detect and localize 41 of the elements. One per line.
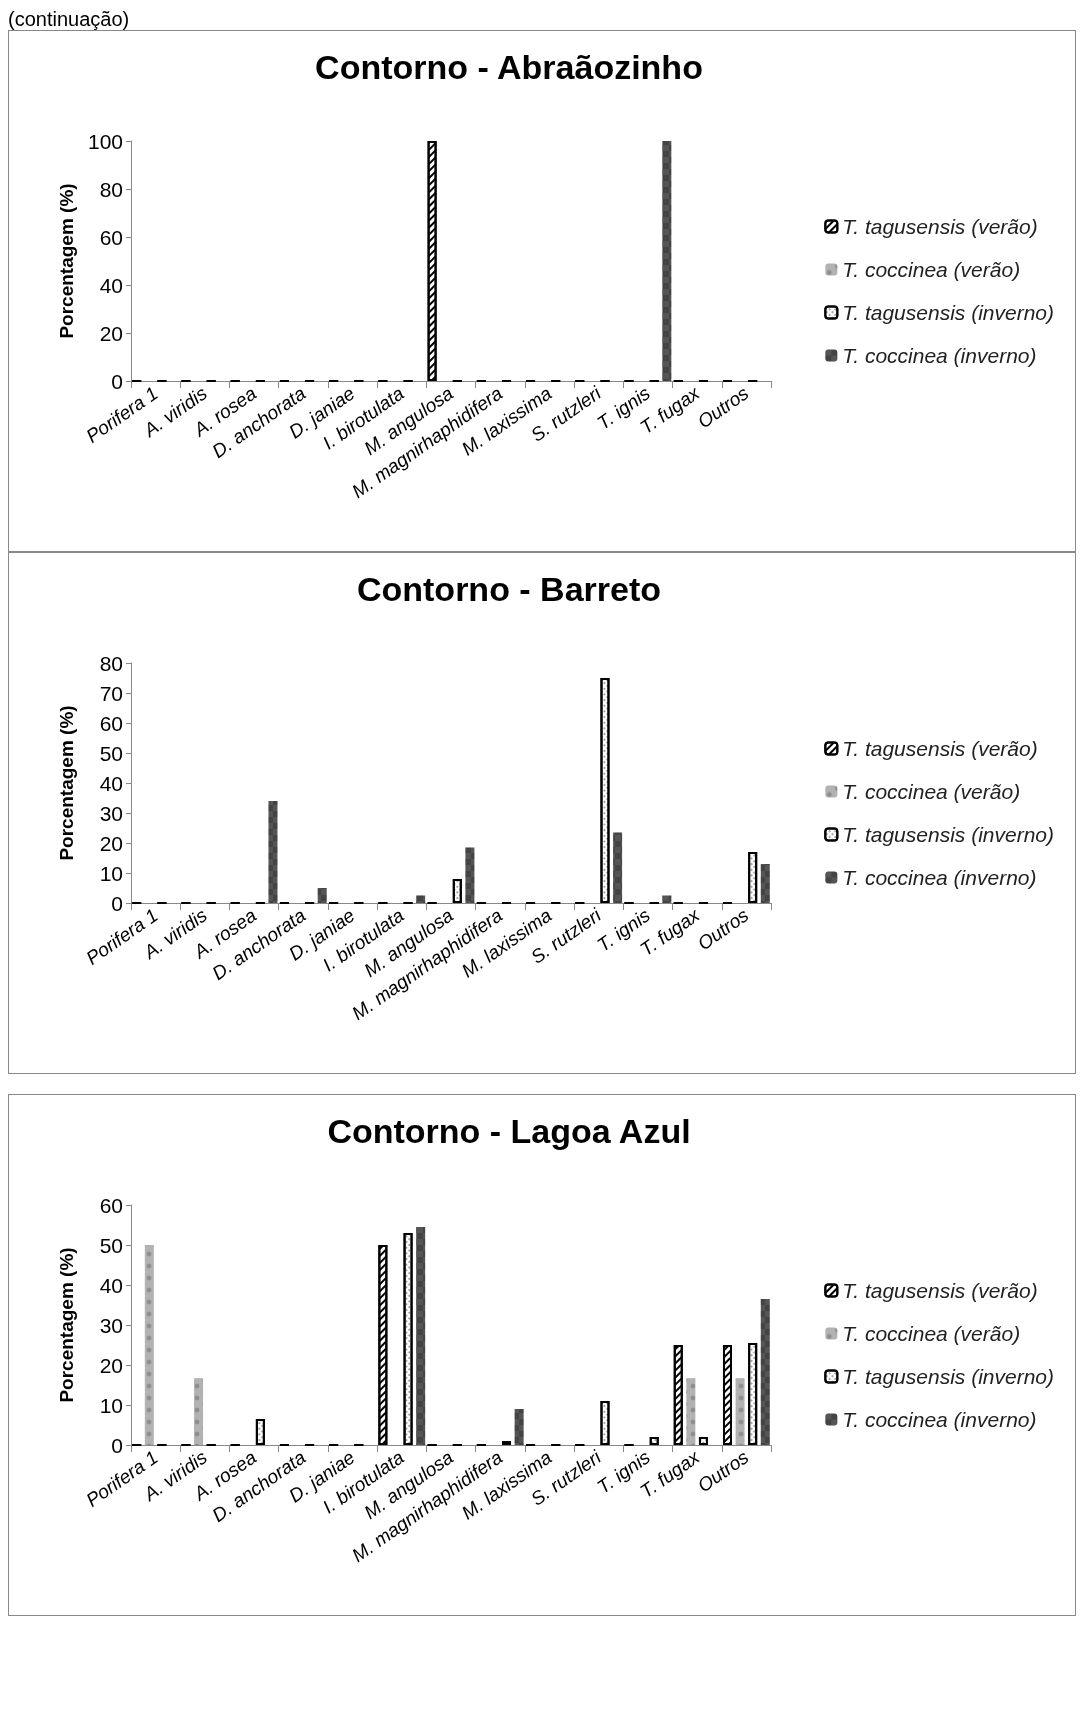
- y-tick-label: 80: [99, 651, 123, 675]
- y-tick-label: 60: [99, 711, 123, 735]
- chart-title: Contorno - Barreto: [356, 570, 662, 608]
- y-tick-label: 0: [111, 891, 123, 915]
- y-tick-label: 100: [87, 129, 123, 153]
- legend-label: T. coccinea (inverno): [842, 344, 1037, 367]
- legend-label: T. coccinea (inverno): [842, 1408, 1037, 1431]
- y-tick-label: 30: [99, 801, 123, 825]
- y-axis-title: Porcentagem (%): [56, 1247, 77, 1403]
- y-tick-label: 50: [99, 1233, 123, 1257]
- y-tick-label: 30: [99, 1313, 123, 1337]
- y-tick-label: 40: [99, 273, 123, 297]
- y-tick-label: 70: [99, 681, 123, 705]
- y-tick-label: 20: [99, 1353, 123, 1377]
- text: (continuação): [8, 8, 131, 30]
- legend-label: T. tagusensis (inverno): [842, 1365, 1055, 1388]
- y-tick-label: 60: [99, 1193, 123, 1217]
- y-tick-label: 40: [99, 771, 123, 795]
- legend-label: T. coccinea (inverno): [842, 866, 1037, 889]
- legend-label: T. tagusensis (inverno): [842, 301, 1055, 324]
- y-tick-label: 20: [99, 321, 123, 345]
- y-tick-label: 10: [99, 861, 123, 885]
- y-axis-title: Porcentagem (%): [56, 705, 77, 861]
- y-tick-label: 0: [111, 369, 123, 393]
- y-tick-label: 50: [99, 741, 123, 765]
- chart-title: Contorno - Lagoa Azul: [327, 1112, 691, 1150]
- y-tick-label: 20: [99, 831, 123, 855]
- legend-label: T. tagusensis (inverno): [842, 823, 1055, 846]
- legend-label: T. coccinea (verão): [842, 780, 1021, 803]
- legend-label: T. tagusensis (verão): [842, 737, 1038, 760]
- legend-label: T. tagusensis (verão): [842, 215, 1038, 238]
- legend-label: T. coccinea (verão): [842, 1322, 1021, 1345]
- y-tick-label: 10: [99, 1393, 123, 1417]
- y-tick-label: 60: [99, 225, 123, 249]
- y-tick-label: 0: [111, 1433, 123, 1457]
- legend-label: T. coccinea (verão): [842, 258, 1021, 281]
- legend-label: T. tagusensis (verão): [842, 1279, 1038, 1302]
- y-tick-label: 40: [99, 1273, 123, 1297]
- y-axis-title: Porcentagem (%): [56, 183, 77, 339]
- chart-title: Contorno - Abraãozinho: [315, 48, 703, 86]
- y-tick-label: 80: [99, 177, 123, 201]
